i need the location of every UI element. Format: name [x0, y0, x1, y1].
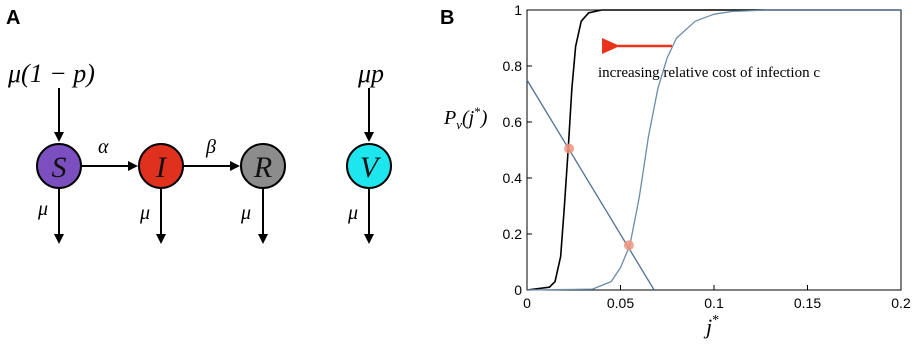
death-rate-i-label: μ [139, 202, 150, 224]
death-rate-s-label: μ [37, 198, 48, 220]
series-group [526, 9, 901, 291]
y-tick-label: 0.2 [503, 226, 523, 242]
marker-group [564, 143, 634, 251]
rate-alpha-label: α [98, 136, 109, 158]
inflow-v-label: μp [357, 59, 384, 88]
node-i [138, 143, 184, 189]
node-s-label: S [52, 151, 67, 184]
node-i-label: I [155, 151, 168, 184]
death-rate-r-label: μ [240, 202, 251, 224]
y-tick-label: 0.6 [503, 114, 523, 130]
panel-letter-b: B [440, 7, 454, 29]
x-tick-label: 0.05 [607, 295, 634, 311]
node-v-label: V [360, 151, 382, 184]
series-line-steep [526, 9, 901, 291]
intersection-point [623, 240, 634, 251]
death-rate-v-label: μ [347, 202, 358, 224]
x-tick-label: 0.2 [891, 295, 911, 311]
y-tick-label: 1 [514, 2, 522, 18]
node-s [36, 143, 82, 189]
x-tick-label: 0.15 [794, 295, 821, 311]
y-axis-label: Pv(j*) [443, 104, 488, 132]
node-r [240, 143, 286, 189]
plot-area: 0 0.05 0.1 0.15 0.2 0 0.2 0.4 0.6 0.8 1 [503, 2, 911, 311]
panel-a: A μ(1 − p) μp α β μ μ μ μ S I R V [6, 7, 392, 244]
node-v [346, 143, 392, 189]
x-tick-label: 0 [523, 295, 531, 311]
annotation-text: increasing relative cost of infection c [598, 65, 820, 81]
y-tick-label: 0.8 [503, 58, 523, 74]
node-r-label: R [253, 151, 272, 184]
series-line-linear [526, 79, 655, 291]
rate-beta-label: β [205, 136, 216, 158]
intersection-point [564, 143, 575, 154]
panel-letter-a: A [6, 7, 20, 29]
plot-frame [526, 9, 902, 291]
axis-ticks: 0 0.05 0.1 0.15 0.2 0 0.2 0.4 0.6 0.8 1 [503, 2, 911, 311]
y-tick-label: 0.4 [503, 170, 523, 186]
y-tick-label: 0 [514, 282, 522, 298]
inflow-s-label: μ(1 − p) [7, 59, 95, 88]
x-axis-label: j* [703, 313, 719, 339]
panel-b: B Pv(j*) j* 0 0.05 0.1 0.15 0.2 0 0.2 0.4 0.6 0.8… [440, 2, 911, 339]
series-line-shallow [526, 9, 901, 291]
x-tick-label: 0.1 [704, 295, 724, 311]
